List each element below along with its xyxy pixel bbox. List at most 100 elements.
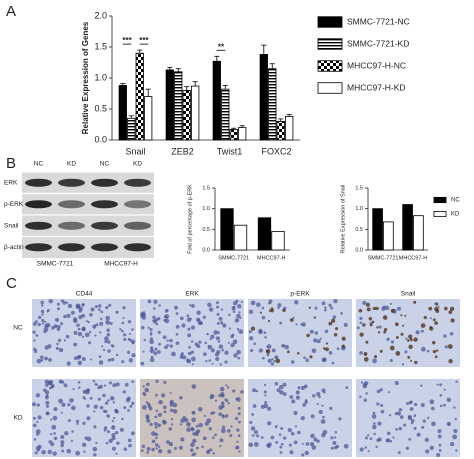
nucleus bbox=[414, 360, 418, 365]
nucleus bbox=[32, 330, 36, 334]
nucleus bbox=[397, 451, 401, 455]
nucleus bbox=[379, 349, 383, 353]
nucleus bbox=[77, 360, 83, 366]
histology-row-label: NC bbox=[13, 325, 23, 332]
nucleus bbox=[140, 361, 145, 366]
nucleus bbox=[256, 302, 261, 307]
nucleus bbox=[44, 345, 49, 350]
nucleus bbox=[287, 428, 292, 433]
nucleus bbox=[187, 351, 192, 356]
nucleus bbox=[108, 381, 112, 385]
nucleus bbox=[432, 349, 437, 354]
nucleus bbox=[236, 440, 239, 444]
nucleus bbox=[162, 335, 167, 340]
nucleus bbox=[149, 422, 153, 427]
nucleus bbox=[443, 388, 446, 391]
nucleus bbox=[146, 447, 151, 451]
nucleus bbox=[321, 388, 326, 393]
nucleus bbox=[163, 410, 167, 414]
nucleus bbox=[51, 424, 57, 430]
nucleus bbox=[278, 433, 282, 436]
blot-group-label: SMMC-7721 bbox=[37, 261, 74, 268]
nucleus bbox=[386, 438, 391, 443]
nucleus bbox=[198, 422, 203, 428]
nucleus bbox=[32, 322, 37, 326]
nucleus bbox=[209, 448, 213, 452]
nucleus bbox=[358, 308, 363, 313]
nucleus bbox=[169, 338, 173, 343]
nucleus bbox=[82, 421, 86, 425]
nucleus bbox=[157, 445, 161, 448]
nucleus bbox=[322, 415, 325, 419]
nucleus bbox=[274, 355, 279, 360]
x-tick-label: MHCC97-H bbox=[257, 255, 285, 261]
nucleus bbox=[154, 318, 158, 322]
y-tick-label: 1.0 bbox=[94, 72, 107, 82]
legend-swatch bbox=[433, 210, 447, 218]
nucleus bbox=[188, 346, 191, 349]
bar bbox=[413, 215, 424, 251]
nucleus bbox=[436, 383, 439, 386]
nucleus bbox=[109, 322, 113, 325]
bar bbox=[238, 127, 247, 141]
nucleus bbox=[143, 338, 146, 342]
nucleus bbox=[56, 302, 60, 306]
nucleus bbox=[376, 326, 379, 329]
nucleus bbox=[420, 402, 425, 408]
nucleus bbox=[221, 348, 224, 352]
nucleus bbox=[248, 442, 254, 448]
nucleus bbox=[380, 404, 384, 408]
nucleus bbox=[236, 328, 240, 331]
histology-image bbox=[32, 299, 136, 367]
nucleus bbox=[99, 317, 103, 321]
nucleus bbox=[81, 327, 86, 332]
bar bbox=[144, 96, 153, 141]
nucleus bbox=[296, 351, 300, 355]
blot-band bbox=[124, 243, 151, 252]
nucleus bbox=[420, 329, 424, 333]
error-bar bbox=[261, 44, 267, 55]
nucleus bbox=[328, 303, 332, 308]
y-tick-label: 1.5 bbox=[355, 185, 363, 191]
nucleus bbox=[121, 417, 124, 421]
nucleus bbox=[232, 310, 236, 313]
nucleus bbox=[365, 340, 369, 344]
nucleus bbox=[267, 442, 272, 447]
nucleus bbox=[367, 450, 370, 453]
y-tick-label: 0.0 bbox=[94, 134, 107, 144]
nucleus bbox=[108, 438, 113, 444]
nucleus bbox=[70, 439, 73, 443]
nucleus bbox=[280, 426, 284, 430]
nucleus bbox=[232, 339, 238, 345]
blot-band bbox=[25, 221, 52, 230]
nucleus bbox=[207, 302, 212, 308]
nucleus bbox=[369, 323, 373, 327]
histology-row-label: KD bbox=[13, 415, 22, 422]
nucleus bbox=[270, 435, 275, 440]
nucleus bbox=[238, 311, 241, 314]
nucleus bbox=[75, 303, 81, 309]
nucleus bbox=[230, 425, 233, 428]
nucleus bbox=[194, 432, 199, 437]
nucleus bbox=[400, 314, 403, 317]
bar bbox=[257, 217, 272, 251]
nucleus bbox=[106, 340, 111, 344]
blot-band bbox=[91, 243, 118, 252]
y-tick-label: 0.5 bbox=[94, 103, 107, 113]
x-tick-label: Snail bbox=[125, 146, 145, 156]
blot-row-label: β-actin bbox=[4, 244, 24, 251]
nucleus bbox=[303, 356, 306, 360]
nucleus bbox=[179, 316, 184, 321]
nucleus bbox=[372, 358, 377, 364]
nucleus bbox=[110, 357, 115, 362]
nucleus bbox=[359, 395, 362, 399]
nucleus bbox=[93, 410, 96, 413]
x-tick-label: ZEB2 bbox=[171, 146, 194, 156]
nucleus bbox=[129, 404, 133, 408]
nucleus bbox=[332, 440, 337, 445]
nucleus bbox=[302, 403, 307, 407]
nucleus bbox=[363, 398, 367, 402]
nucleus bbox=[57, 325, 61, 329]
nucleus bbox=[300, 323, 304, 326]
bar bbox=[383, 221, 394, 251]
